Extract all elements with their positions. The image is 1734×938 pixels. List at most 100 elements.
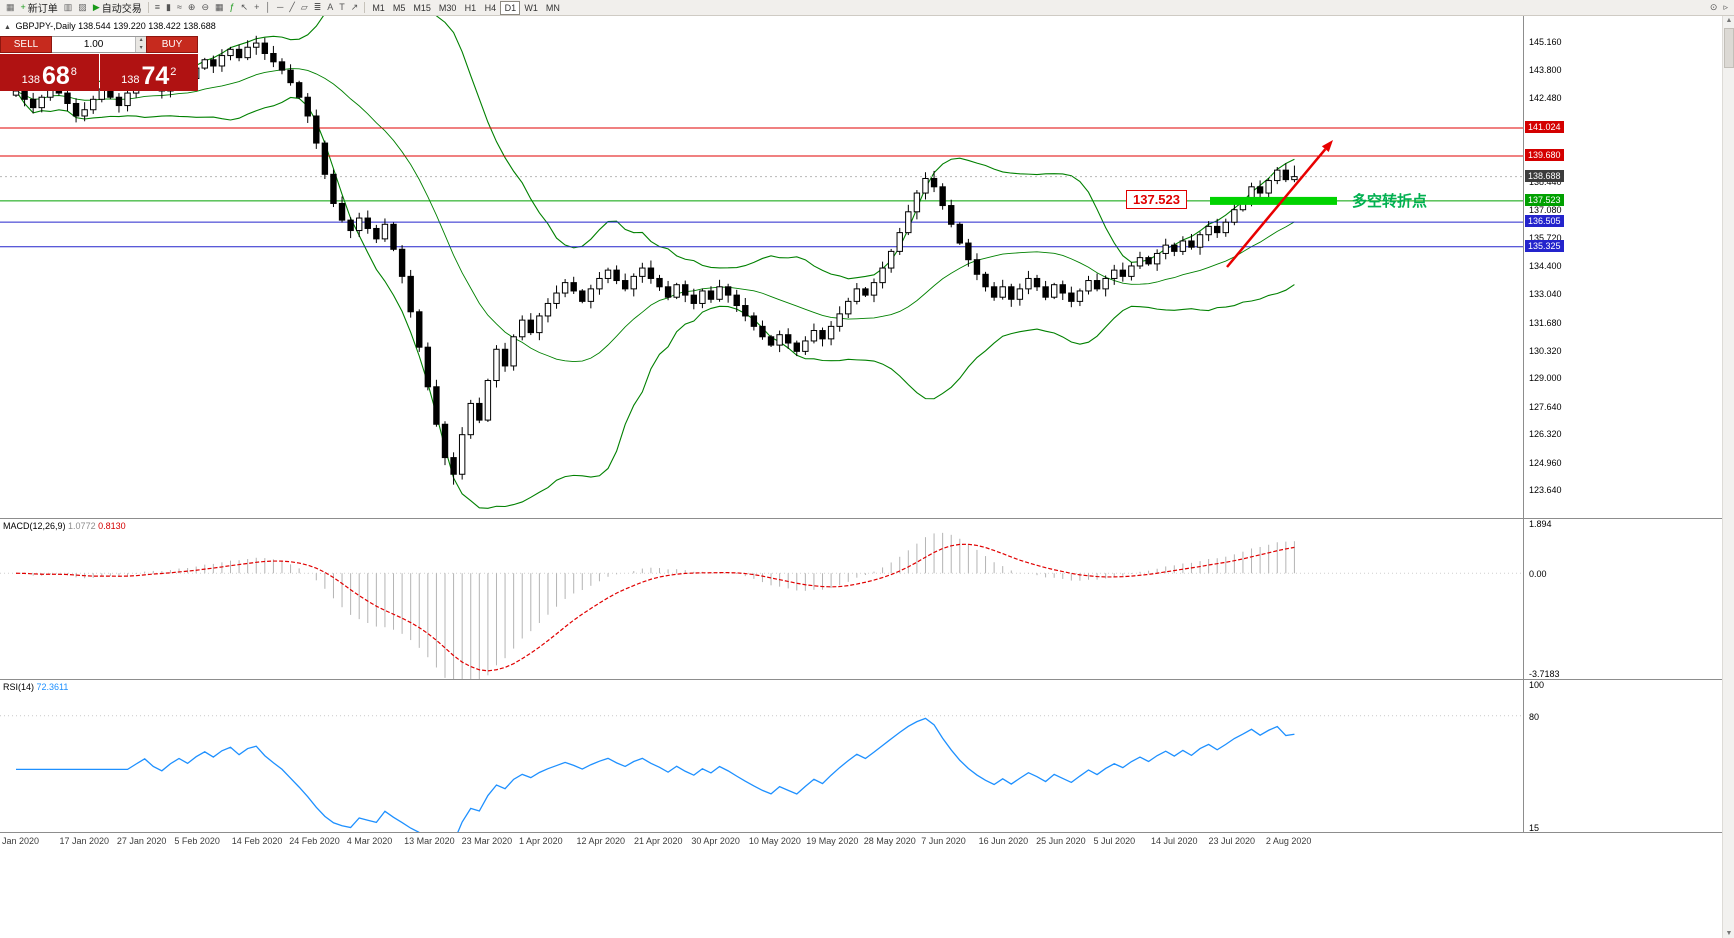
symbol-name: GBPJPY-,Daily [15,21,76,31]
price-tick-label: 126.320 [1529,429,1562,440]
price-callout-label[interactable]: 137.523 [1126,189,1187,209]
timeframe-w1-button[interactable]: W1 [524,2,538,13]
rsi-panel[interactable]: RSI(14) 72.3611 [0,680,1523,832]
scroll-down-arrow[interactable]: ▼ [1725,930,1733,937]
zoom-out-icon: ⊖ [201,2,209,12]
new-order-button[interactable]: + 新订单 [18,1,61,15]
macd-scale-label: 1.894 [1529,519,1552,529]
volume-input[interactable] [52,37,136,52]
indicators-icon[interactable]: ƒ [227,1,238,15]
timeframe-m1-button[interactable]: M1 [372,2,385,13]
date-tick-label: 2 Aug 2020 [1265,836,1312,846]
scroll-up-arrow[interactable]: ▲ [1725,17,1733,24]
label-icon[interactable]: T [336,1,348,15]
date-tick-label: 5 Feb 2020 [174,836,220,846]
tile-windows-icon[interactable]: ▦ [212,1,227,15]
price-tick-label: 127.640 [1529,401,1562,412]
macd-canvas[interactable] [0,519,1523,679]
cursor-icon[interactable]: ↖ [238,1,252,15]
one-click-trading-widget: SELL ▴ ▾ BUY 138 68 8 138 [0,36,198,91]
chart-shift-icon: ▹ [1723,2,1728,12]
date-tick-label: 17 Jan 2020 [59,836,109,846]
macd-scale-label: -3.7183 [1529,669,1560,679]
buy-price-sup: 2 [170,66,177,78]
channel-icon: ▱ [300,2,308,12]
price-line-label-135.325[interactable]: 135.325 [1525,239,1564,252]
sell-price-panel[interactable]: 138 68 8 [0,54,99,91]
price-line-label-141.024[interactable]: 141.024 [1525,120,1564,133]
rsi-canvas[interactable] [0,680,1523,832]
price-tick-label: 142.480 [1529,92,1562,103]
fibonacci-icon[interactable]: ≣ [311,1,325,15]
sell-button[interactable]: SELL [0,36,52,53]
new-order-button-label: 新订单 [27,4,58,15]
turning-point-label: 多空转折点 [1352,192,1428,210]
timeframe-mn-button[interactable]: MN [545,2,560,13]
toolbar-separator [364,2,366,13]
volume-up-button[interactable]: ▴ [136,37,146,45]
panel-separator[interactable] [0,679,1722,680]
channel-icon[interactable]: ▱ [298,1,311,15]
indicators-icon: ƒ [229,2,235,12]
candles-chart-icon[interactable]: ▮ [163,1,174,15]
crosshair-icon[interactable]: + [251,1,262,15]
volume-field: ▴ ▾ [52,36,146,53]
search-icon[interactable]: ⊙ [1707,1,1721,15]
timeframe-h4-button[interactable]: H4 [484,2,497,13]
bars-chart-icon[interactable]: ≡ [152,1,163,15]
scrollbar-thumb[interactable] [1724,28,1734,68]
price-axis[interactable]: 145.160143.800142.480141.120139.760138.4… [1523,16,1571,833]
zoom-out-icon[interactable]: ⊖ [198,1,212,15]
price-tick-label: 135.720 [1529,233,1562,244]
date-tick-label: 10 May 2020 [748,836,801,846]
trendline-icon[interactable]: ╱ [286,1,297,15]
sell-price-prefix: 138 [21,74,40,86]
price-line-label-139.680[interactable]: 139.680 [1525,148,1564,161]
panel-separator[interactable] [0,518,1722,519]
volume-down-button[interactable]: ▾ [136,44,146,52]
vertical-scrollbar[interactable]: ▲ ▼ [1722,16,1734,938]
arrows-icon[interactable]: ↗ [348,1,362,15]
price-line-label-137.523[interactable]: 137.523 [1525,193,1564,206]
buy-price-prefix: 138 [121,74,140,86]
window-list-icon: ▨ [78,2,87,12]
zoom-in-icon[interactable]: ⊕ [185,1,199,15]
rsi-value: 72.3611 [36,682,69,692]
date-axis[interactable]: Jan 2020 17 Jan 2020 27 Jan 2020 5 Feb 2020… [0,833,1523,849]
tile-windows-icon: ▦ [215,2,224,12]
panel-separator [0,832,1722,833]
chart-window-icon[interactable]: ▦ [3,1,18,15]
right-empty-area [1571,16,1722,938]
price-line-label-136.505[interactable]: 136.505 [1525,215,1564,228]
horizontal-line-icon[interactable]: ─ [274,1,286,15]
line-chart-icon[interactable]: ≈ [174,1,185,15]
candlestick-chart-canvas[interactable] [0,16,1523,518]
timeframe-m30-button[interactable]: M30 [438,2,457,13]
line-chart-icon: ≈ [176,2,182,12]
text-icon[interactable]: A [324,1,336,15]
timeframe-d1-button[interactable]: D1 [500,0,521,15]
autotrade-button[interactable]: ▶ 自动交易 [90,1,145,15]
text-icon: A [327,2,334,12]
chart-profiles-icon[interactable]: ▥ [61,1,76,15]
toolbar-separator [147,2,149,13]
macd-panel[interactable]: MACD(12,26,9) 1.0772 0.8130 [0,519,1523,679]
buy-price-panel[interactable]: 138 74 2 [99,54,198,91]
cursor-icon: ↖ [240,2,249,12]
timeframe-m5-button[interactable]: M5 [392,2,406,13]
macd-label: MACD(12,26,9) 1.0772 0.8130 [3,521,126,531]
chart-shift-icon[interactable]: ▹ [1720,1,1731,15]
rsi-name: RSI(14) [3,682,35,692]
price-line-label-138.688[interactable]: 138.688 [1525,169,1564,182]
date-tick-label: 23 Jul 2020 [1208,836,1255,846]
vertical-line-icon[interactable]: │ [262,1,274,15]
price-tick-label: 133.040 [1529,289,1562,300]
price-tick-label: 138.440 [1529,176,1562,187]
price-tick-label: 143.800 [1529,65,1562,76]
window-list-icon[interactable]: ▨ [75,1,90,15]
buy-button[interactable]: BUY [146,36,198,53]
main-chart-panel[interactable]: ▲ GBPJPY-,Daily 138.544 139.220 138.422 … [0,16,1523,518]
timeframe-m15-button[interactable]: M15 [413,2,431,13]
timeframe-h1-button[interactable]: H1 [464,2,477,13]
